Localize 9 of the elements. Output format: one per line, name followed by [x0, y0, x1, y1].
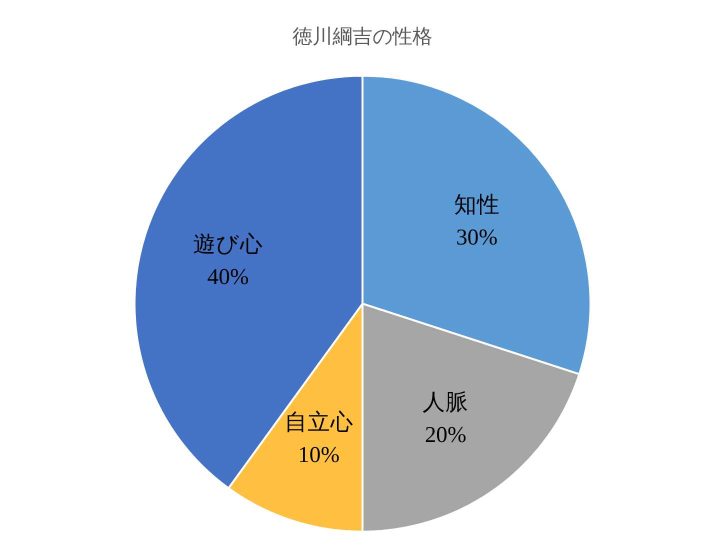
slice-label: 遊び心 [193, 231, 264, 256]
data-label: 30% [456, 224, 498, 250]
data-label: 40% [207, 264, 249, 289]
slice-label: 人脈 [422, 389, 469, 414]
data-label: 10% [298, 442, 340, 467]
slice-label: 自立心 [284, 409, 354, 434]
data-label: 20% [424, 422, 466, 447]
chart-title: 徳川綱吉の性格 [292, 24, 432, 48]
slice-label: 知性 [454, 192, 500, 217]
